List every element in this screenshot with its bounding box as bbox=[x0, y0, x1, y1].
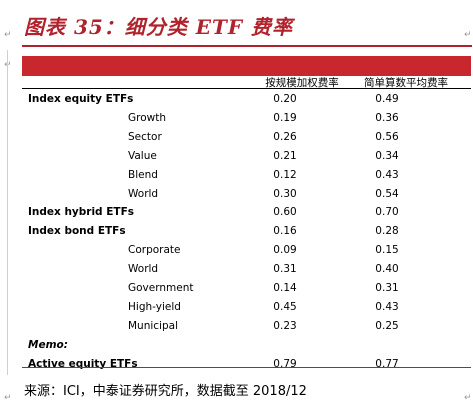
weighted-fee-value: 0.31 bbox=[273, 263, 297, 276]
simple-average-fee-value: 0.31 bbox=[375, 282, 399, 294]
paragraph-mark: ↵ bbox=[4, 393, 12, 403]
column-header-simple-average-fee: 简单算数平均费率 bbox=[364, 77, 448, 89]
table-row: Memo: bbox=[0, 336, 473, 355]
weighted-fee-value: 0.20 bbox=[273, 93, 297, 105]
column-header-weighted-fee: 按规模加权费率 bbox=[265, 77, 339, 89]
row-label: Government bbox=[128, 282, 194, 294]
title-divider bbox=[22, 45, 472, 47]
row-label: Sector bbox=[128, 130, 162, 143]
simple-average-fee-value: 0.36 bbox=[375, 111, 399, 124]
weighted-fee-value: 0.26 bbox=[273, 130, 297, 143]
table-row: Active equity ETFs 0.79 0.77 bbox=[0, 355, 473, 374]
weighted-fee-value: 0.45 bbox=[273, 300, 297, 313]
row-label: Blend bbox=[128, 168, 158, 181]
weighted-fee-value: 0.21 bbox=[273, 149, 297, 162]
row-label: Growth bbox=[128, 111, 167, 124]
weighted-fee-value: 0.16 bbox=[273, 225, 297, 238]
row-label: Active equity ETFs bbox=[28, 357, 138, 370]
row-label: World bbox=[128, 263, 159, 276]
weighted-fee-value: 0.23 bbox=[273, 319, 297, 332]
weighted-fee-value: 0.09 bbox=[273, 244, 297, 257]
weighted-fee-value: 0.14 bbox=[273, 282, 297, 294]
row-label: Municipal bbox=[128, 319, 178, 332]
table-row: High-yield 0.45 0.43 bbox=[0, 298, 473, 317]
weighted-fee-value: 0.30 bbox=[273, 187, 297, 200]
simple-average-fee-value: 0.34 bbox=[375, 149, 399, 162]
simple-average-fee-value: 0.77 bbox=[375, 357, 399, 370]
paragraph-mark: ↵ bbox=[464, 393, 472, 403]
table-row: Growth 0.19 0.36 bbox=[0, 109, 473, 128]
row-label: Memo: bbox=[28, 338, 68, 351]
table-row: World 0.30 0.54 bbox=[0, 185, 473, 204]
weighted-fee-value: 0.79 bbox=[273, 357, 297, 370]
row-label: High-yield bbox=[128, 300, 181, 313]
source-note: 来源：ICI，中泰证券研究所，数据截至 2018/12 bbox=[24, 384, 307, 399]
row-label: Index equity ETFs bbox=[28, 93, 134, 105]
table-row: Corporate 0.09 0.15 bbox=[0, 241, 473, 260]
simple-average-fee-value: 0.54 bbox=[375, 187, 399, 200]
table-row: Blend 0.12 0.43 bbox=[0, 166, 473, 185]
table-row: Index hybrid ETFs 0.60 0.70 bbox=[0, 203, 473, 222]
table-row: Municipal 0.23 0.25 bbox=[0, 317, 473, 336]
row-label: Corporate bbox=[128, 244, 181, 257]
weighted-fee-value: 0.12 bbox=[273, 168, 297, 181]
figure-title: 图表 35：细分类 ETF 费率 bbox=[24, 15, 294, 39]
simple-average-fee-value: 0.43 bbox=[375, 300, 399, 313]
weighted-fee-value: 0.60 bbox=[273, 206, 297, 219]
simple-average-fee-value: 0.49 bbox=[375, 93, 399, 105]
table-row: Government 0.14 0.31 bbox=[0, 279, 473, 298]
paragraph-mark: ↵ bbox=[464, 30, 472, 40]
simple-average-fee-value: 0.70 bbox=[375, 206, 399, 219]
row-label: Index bond ETFs bbox=[28, 225, 126, 238]
simple-average-fee-value: 0.25 bbox=[375, 319, 399, 332]
row-label: Value bbox=[128, 149, 157, 162]
row-label: World bbox=[128, 187, 159, 200]
table-row: Sector 0.26 0.56 bbox=[0, 128, 473, 147]
margin-rule bbox=[7, 50, 8, 375]
simple-average-fee-value: 0.28 bbox=[375, 225, 399, 238]
table-row: Index bond ETFs 0.16 0.28 bbox=[0, 222, 473, 241]
weighted-fee-value: 0.19 bbox=[273, 111, 297, 124]
simple-average-fee-value: 0.43 bbox=[375, 168, 399, 181]
table-row: Index equity ETFs 0.20 0.49 bbox=[0, 90, 473, 109]
table-row: Value 0.21 0.34 bbox=[0, 147, 473, 166]
paragraph-mark: ↵ bbox=[4, 30, 12, 40]
header-divider bbox=[22, 88, 471, 89]
table-header: 按规模加权费率 简单算数平均费率 bbox=[22, 76, 471, 90]
simple-average-fee-value: 0.15 bbox=[375, 244, 399, 257]
table-header-band bbox=[22, 56, 471, 76]
simple-average-fee-value: 0.56 bbox=[375, 130, 399, 143]
row-label: Index hybrid ETFs bbox=[28, 206, 134, 219]
simple-average-fee-value: 0.40 bbox=[375, 263, 399, 276]
table-bottom-rule bbox=[22, 367, 471, 368]
table-row: World 0.31 0.40 bbox=[0, 260, 473, 279]
